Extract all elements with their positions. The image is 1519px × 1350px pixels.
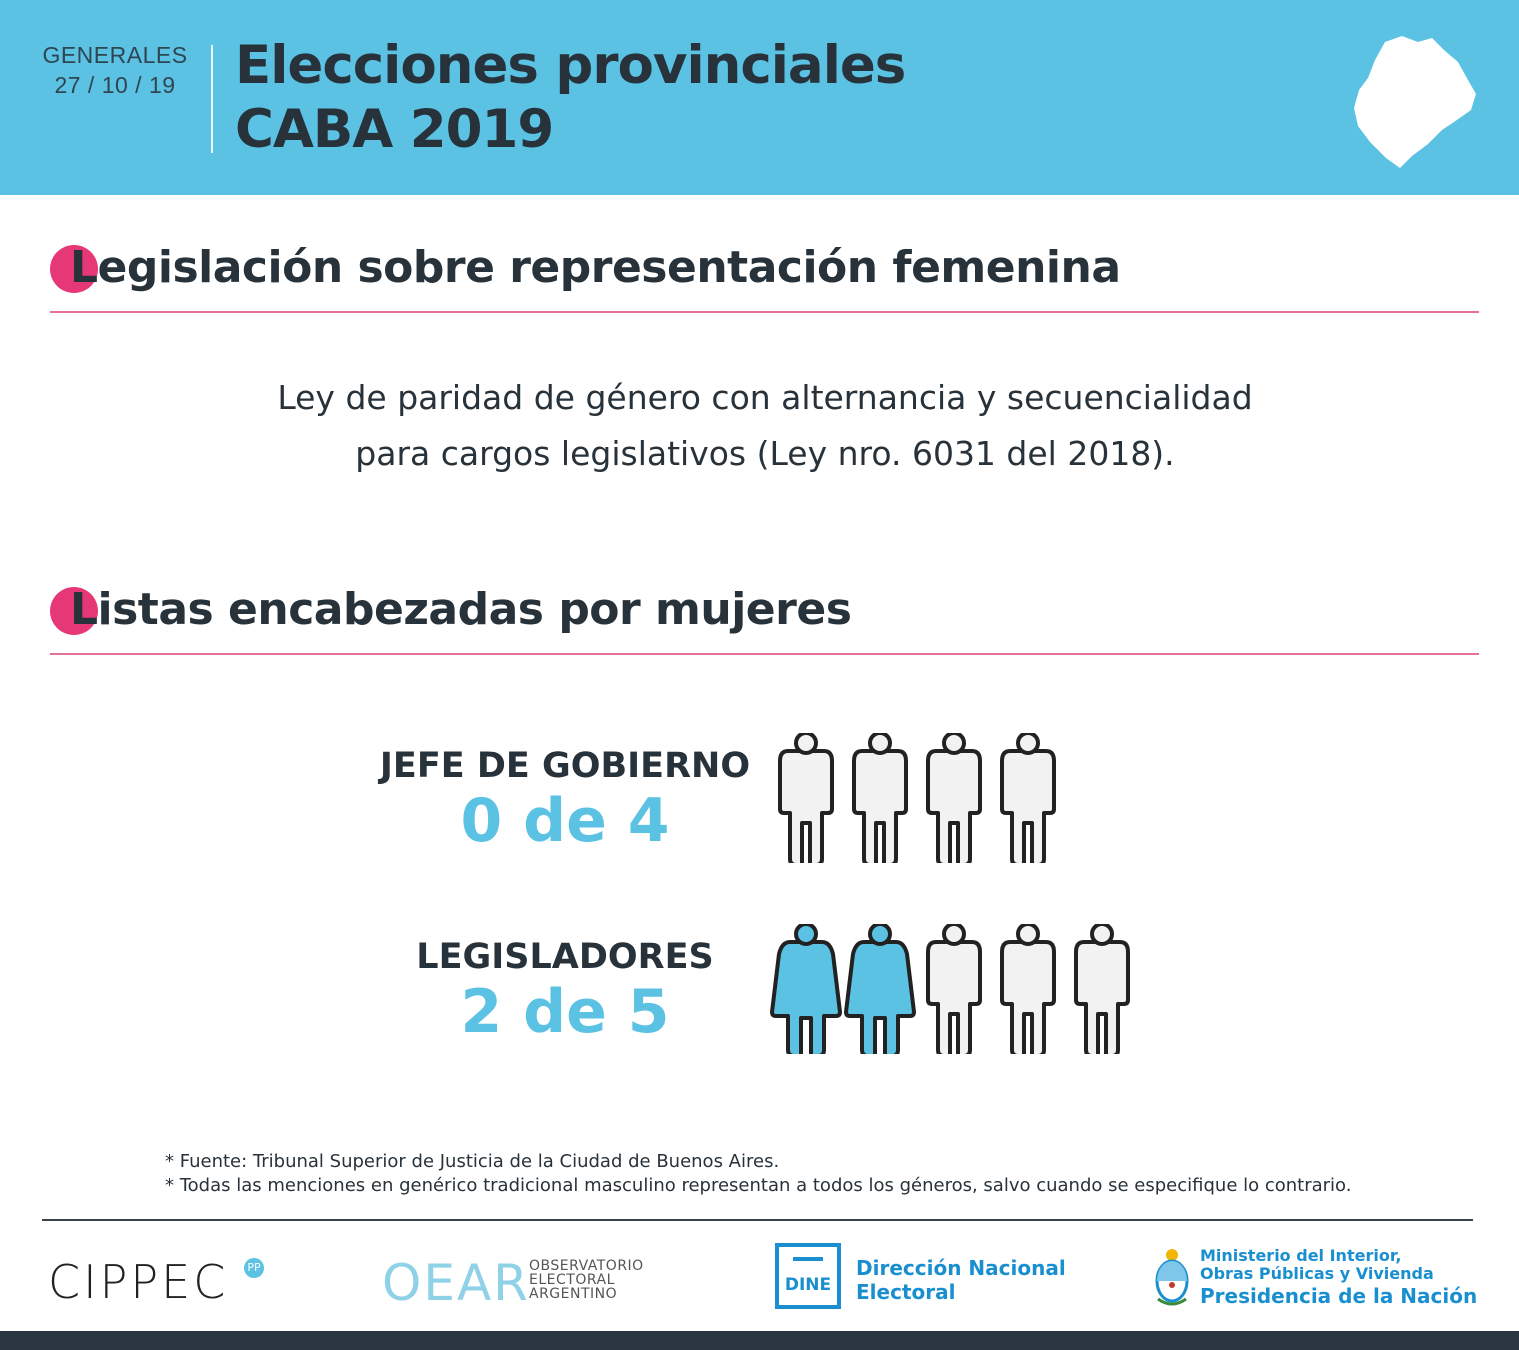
header-divider [211, 45, 213, 153]
oear-logo: OEAR [382, 1254, 530, 1312]
footnotes: * Fuente: Tribunal Superior de Justicia … [165, 1150, 1351, 1198]
section-bullet [50, 245, 98, 293]
legislation-section: Legislación sobre representación femenin… [50, 242, 1479, 317]
section-bullet [50, 587, 98, 635]
stat-label-jefe-de-gobierno: JEFE DE GOBIERNO [379, 746, 751, 786]
lists-heading: Listas encabezadas por mujeres [70, 584, 852, 635]
law-description: Ley de paridad de género con alternancia… [200, 370, 1330, 482]
people-icons-svg [778, 733, 1056, 863]
man-icon [1074, 924, 1130, 1054]
man-icon [852, 733, 908, 863]
oear-sub-line2: ELECTORAL [529, 1272, 615, 1288]
footnote-gender: * Todas las menciones en genérico tradic… [165, 1175, 1352, 1196]
oear-sub-line1: OBSERVATORIO [529, 1258, 644, 1274]
ministry-name: Ministerio del Interior, Obras Públicas … [1200, 1247, 1477, 1309]
page-title-line2: CABA 2019 [235, 99, 554, 160]
header-banner: GENERALES 27 / 10 / 19 Elecciones provin… [0, 0, 1519, 195]
dine-name-line2: Electoral [856, 1280, 956, 1304]
dine-logo-text: DINE [784, 1275, 832, 1295]
section-rule [50, 653, 1479, 655]
stat-label-legisladores: LEGISLADORES [416, 937, 714, 977]
man-icon [926, 924, 982, 1054]
oear-sub-line3: ARGENTINO [529, 1286, 618, 1302]
law-description-line1: Ley de paridad de género con alternancia… [277, 378, 1253, 417]
section-rule [50, 311, 1479, 313]
election-kicker: GENERALES 27 / 10 / 19 [40, 40, 190, 100]
ministry-line3: Presidencia de la Nación [1200, 1284, 1478, 1308]
footer-divider [42, 1219, 1473, 1221]
people-icons-jefe-de-gobierno [770, 733, 1066, 863]
page-title-line1: Elecciones provinciales [235, 35, 906, 96]
dine-name: Dirección Nacional Electoral [856, 1256, 1066, 1304]
ministry-line1: Ministerio del Interior, [1200, 1246, 1402, 1265]
election-type: GENERALES [42, 42, 188, 68]
cippec-badge-icon: PP [244, 1258, 264, 1278]
dine-logo-bar [793, 1257, 823, 1261]
oear-subtitle: OBSERVATORIO ELECTORAL ARGENTINO [529, 1259, 644, 1301]
stat-value-jefe-de-gobierno: 0 de 4 [460, 786, 670, 856]
man-icon [1000, 924, 1056, 1054]
cippec-logo: CIPPEC [48, 1255, 229, 1309]
footer-bar [0, 1331, 1519, 1350]
dine-logo: DINE [775, 1243, 841, 1309]
national-shield-icon [1155, 1249, 1189, 1306]
people-icons-legisladores [770, 924, 1140, 1054]
legislation-heading: Legislación sobre representación femenin… [70, 242, 1121, 293]
people-icons-svg [770, 924, 1130, 1054]
election-date: 27 / 10 / 19 [54, 72, 176, 98]
law-description-line2: para cargos legislativos (Ley nro. 6031 … [355, 434, 1175, 473]
man-icon [778, 733, 834, 863]
footnote-source: * Fuente: Tribunal Superior de Justicia … [165, 1151, 780, 1172]
woman-icon [770, 924, 842, 1054]
stat-value-legisladores: 2 de 5 [460, 977, 670, 1047]
man-icon [926, 733, 982, 863]
lists-section: Listas encabezadas por mujeres [50, 584, 1479, 659]
page-title: Elecciones provinciales CABA 2019 [235, 34, 906, 162]
ministry-line2: Obras Públicas y Vivienda [1200, 1264, 1434, 1283]
man-icon [1000, 733, 1056, 863]
caba-map-icon [1354, 36, 1476, 168]
woman-icon [844, 924, 916, 1054]
dine-name-line1: Dirección Nacional [856, 1256, 1066, 1280]
